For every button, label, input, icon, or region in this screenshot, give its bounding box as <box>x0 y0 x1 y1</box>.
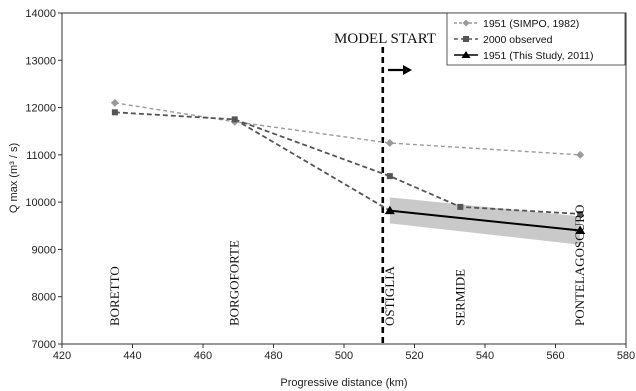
station-label: SERMIDE <box>452 269 467 326</box>
y-tick-label: 11000 <box>26 150 56 162</box>
data-point-observed <box>231 116 238 123</box>
station-label: PONTELAGOSCURO <box>572 205 587 326</box>
svg-text:2000 observed: 2000 observed <box>483 34 553 46</box>
x-tick-label: 420 <box>53 350 71 362</box>
legend: 1951 (SIMPO, 1982) 2000 observed 1951 (T… <box>446 12 626 66</box>
y-tick-label: 9000 <box>32 244 56 256</box>
axis-layer: 420 440 460 480 500 520 540 560 580 7000 8000 9000 1… <box>25 8 635 362</box>
x-tick-label: 460 <box>194 350 212 362</box>
y-axis-title: Q max (m³ / s) <box>8 143 20 213</box>
x-tick-label: 440 <box>123 350 141 362</box>
legend-entry-this-study: 1951 (This Study, 2011) <box>454 50 594 62</box>
y-tick-label: 7000 <box>32 339 56 351</box>
legend-entry-observed: 2000 observed <box>454 34 553 46</box>
station-label-layer: BORETTO BORGOFORTE OSTIGLIA SERMIDE PONTELAG… <box>107 205 587 326</box>
x-tick-label: 580 <box>617 350 635 362</box>
y-tick-label: 8000 <box>32 292 56 304</box>
station-label: BORETTO <box>107 266 122 326</box>
series-line-3 <box>389 209 581 232</box>
x-tick-label: 540 <box>476 350 494 362</box>
legend-entry-simpo: 1951 (SIMPO, 1982) <box>454 18 579 30</box>
y-tick-label: 12000 <box>25 103 56 115</box>
y-tick-label: 10000 <box>25 197 56 209</box>
connector-line-observed <box>234 118 391 212</box>
series-layer <box>114 102 581 232</box>
x-tick-label: 500 <box>335 350 353 362</box>
data-point-simpo <box>576 150 585 159</box>
svg-text:1951 (This Study, 2011): 1951 (This Study, 2011) <box>483 50 594 62</box>
x-tick-label: 480 <box>264 350 282 362</box>
x-tick-label: 520 <box>405 350 423 362</box>
series-line-2 <box>114 111 581 215</box>
station-label: OSTIGLIA <box>382 265 397 326</box>
model-start-label: MODEL START <box>334 31 436 47</box>
x-tick-label: 560 <box>546 350 564 362</box>
data-point-observed <box>457 203 464 210</box>
data-point-observed <box>111 109 118 116</box>
data-point-this-study <box>575 225 586 235</box>
data-point-observed <box>577 210 584 217</box>
x-axis-title: Progressive distance (km) <box>280 377 407 389</box>
data-point-simpo <box>110 98 119 107</box>
data-point-simpo <box>385 139 394 148</box>
station-label: BORGOFORTE <box>227 240 242 326</box>
model-start-arrow <box>388 65 412 75</box>
svg-text:1951 (SIMPO, 1982): 1951 (SIMPO, 1982) <box>483 18 579 30</box>
y-tick-label: 14000 <box>25 8 56 20</box>
data-point-observed <box>386 173 393 180</box>
y-tick-label: 13000 <box>25 55 56 67</box>
data-point-this-study <box>384 205 395 215</box>
series-line-1 <box>114 102 581 156</box>
marker-layer <box>110 98 586 235</box>
